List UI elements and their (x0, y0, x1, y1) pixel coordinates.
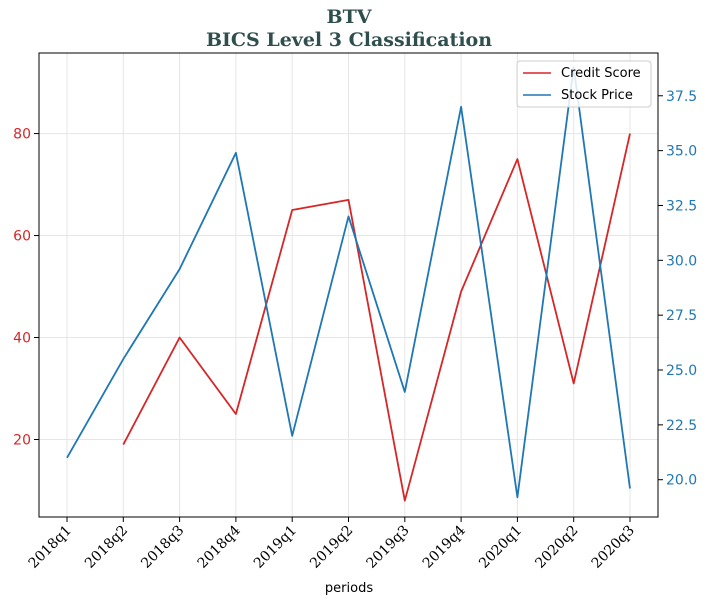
x-tick-label: 2019q3 (363, 523, 412, 572)
right-tick-label: 35.0 (666, 144, 697, 160)
x-axis: 2018q1 2018q2 2018q3 2018q4 2019q1 2019q2 2019… (26, 517, 638, 572)
series-line-stock-price (66, 66, 631, 499)
x-tick-label: 2018q1 (26, 523, 75, 572)
chart-title-line1: BTV (327, 6, 373, 28)
series-lines (66, 66, 631, 502)
left-tick-label: 40 (13, 331, 31, 347)
left-tick-label: 80 (13, 127, 31, 143)
legend-label-credit-score: Credit Score (561, 66, 641, 81)
x-tick-label: 2019q1 (251, 523, 300, 572)
legend: Credit Score Stock Price (516, 60, 652, 108)
left-tick-label: 60 (13, 229, 31, 245)
right-tick-label: 20.0 (666, 473, 697, 489)
series-line-credit-score (122, 133, 631, 502)
x-tick-label: 2020q2 (532, 523, 581, 572)
x-tick-label: 2019q2 (307, 523, 356, 572)
x-tick-label: 2019q4 (420, 522, 469, 571)
x-tick-label: 2018q4 (195, 522, 244, 571)
right-tick-label: 27.5 (666, 308, 697, 324)
gridlines (39, 53, 658, 517)
x-tick-label: 2018q2 (82, 523, 131, 572)
x-tick-label: 2020q3 (589, 523, 638, 572)
left-tick-label: 20 (13, 432, 31, 448)
right-tick-label: 25.0 (666, 363, 697, 379)
legend-label-stock-price: Stock Price (561, 88, 633, 103)
right-tick-label: 37.5 (666, 89, 697, 105)
right-y-axis: 20.0 22.5 25.0 27.5 30.0 32.5 35.0 37.5 (658, 89, 697, 489)
right-tick-label: 32.5 (666, 198, 697, 214)
right-tick-label: 22.5 (666, 418, 697, 434)
x-tick-label: 2018q3 (138, 523, 187, 572)
x-axis-label: periods (325, 581, 373, 596)
x-tick-label: 2020q1 (476, 523, 525, 572)
right-tick-label: 30.0 (666, 253, 697, 269)
left-y-axis: 20 40 60 80 (13, 127, 39, 448)
chart-title-line2: BICS Level 3 Classification (206, 29, 492, 51)
